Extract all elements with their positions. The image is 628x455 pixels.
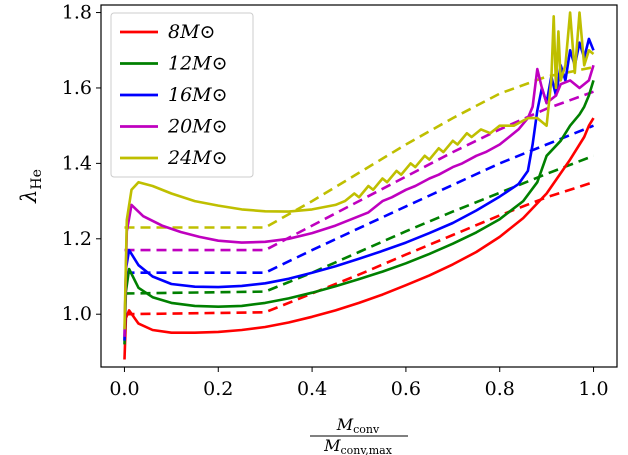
x-label-den: M [323, 436, 341, 455]
x-tick-label: 0.0 [109, 378, 139, 400]
series-solid-line-3 [123, 64, 595, 337]
series-solid-line-1 [123, 80, 595, 345]
y-tick-label: 1.4 [62, 152, 92, 174]
svg-text:λHe: λHe [17, 169, 45, 204]
y-tick-label: 1.0 [62, 303, 92, 325]
y-tick-label: 1.2 [62, 228, 92, 250]
series-dashed-line-3 [124, 90, 594, 252]
y-label-main: λ [17, 190, 41, 204]
x-tick-label: 0.6 [391, 378, 421, 400]
svg-text:Mconv: Mconv [336, 415, 380, 436]
x-axis: 0.0 0.2 0.4 0.6 0.8 1.0 [109, 367, 609, 400]
x-tick-label: 0.8 [485, 378, 515, 400]
x-tick-label: 0.4 [297, 378, 327, 400]
y-axis-label: λHe [17, 169, 45, 204]
plot-frame [100, 4, 618, 368]
legend-label-1: 12M⊙ [168, 53, 228, 75]
series-solid-line-4 [123, 11, 595, 330]
series-solid-line-0 [123, 117, 595, 360]
y-tick-label: 1.8 [62, 2, 92, 24]
series-dashed-line-0 [124, 180, 594, 316]
x-axis-label: Mconv Mconv,max [310, 415, 408, 455]
x-label-num-sub: conv [353, 423, 380, 436]
series-dashed-line-1 [124, 154, 594, 295]
legend: 8M⊙ 12M⊙ 16M⊙ 20M⊙ 24M⊙ [110, 12, 254, 178]
x-label-den-sub: conv,max [340, 444, 392, 455]
svg-text:Mconv,max: Mconv,max [323, 436, 393, 455]
y-label-sub: He [29, 169, 45, 190]
y-axis: 1.0 1.2 1.4 1.6 1.8 [62, 2, 101, 325]
y-tick-label: 1.6 [62, 77, 92, 99]
legend-label-3: 20M⊙ [167, 116, 228, 138]
x-tick-label: 0.2 [203, 378, 233, 400]
legend-label-4: 24M⊙ [167, 147, 228, 169]
series-solid-line-2 [123, 37, 595, 341]
legend-box [110, 12, 254, 178]
legend-label-0: 8M⊙ [168, 21, 215, 43]
x-label-num: M [336, 415, 354, 434]
legend-label-2: 16M⊙ [168, 84, 228, 106]
x-tick-label: 1.0 [578, 378, 608, 400]
series-dashed-line-4 [124, 65, 594, 229]
series-layer [123, 11, 595, 360]
